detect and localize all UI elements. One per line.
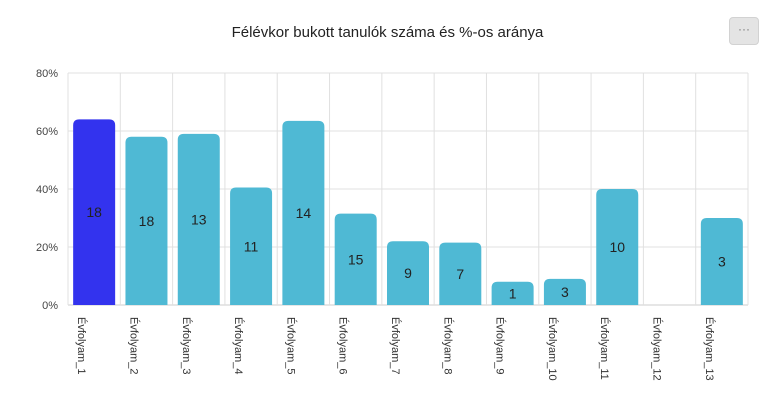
x-tick-label: Évfolyam_7 — [389, 317, 402, 374]
more-icon: ··· — [738, 22, 750, 36]
chart-title: Félévkor bukott tanulók száma és %-os ar… — [231, 24, 544, 41]
x-tick-label: Évfolyam_11 — [598, 317, 611, 380]
bar — [491, 281, 534, 305]
data-label: 13 — [191, 211, 207, 227]
data-label: 14 — [296, 205, 312, 221]
bar — [543, 278, 586, 305]
y-tick-label: 80% — [36, 68, 58, 80]
x-tick-label: Évfolyam_6 — [337, 317, 350, 374]
bar — [230, 187, 273, 305]
bar — [700, 218, 743, 305]
x-tick-label: Évfolyam_12 — [651, 317, 664, 381]
x-tick-label: Évfolyam_2 — [127, 317, 140, 374]
data-label: 3 — [718, 254, 726, 270]
bar — [334, 213, 377, 305]
x-tick-label: Évfolyam_13 — [703, 317, 716, 381]
y-tick-label: 0% — [42, 300, 58, 312]
data-label: 11 — [244, 238, 259, 254]
bar — [282, 120, 325, 305]
bar — [177, 133, 220, 305]
x-tick-label: Évfolyam_3 — [180, 317, 193, 374]
y-tick-label: 40% — [36, 184, 58, 196]
bar — [596, 189, 639, 305]
x-tick-label: Évfolyam_10 — [546, 317, 559, 381]
data-label: 3 — [561, 284, 569, 300]
y-tick-label: 20% — [36, 242, 58, 254]
data-label: 18 — [86, 204, 102, 220]
x-tick-label: Évfolyam_9 — [494, 317, 507, 374]
data-label: 10 — [609, 239, 625, 255]
bar — [73, 119, 116, 306]
bar — [125, 136, 168, 305]
data-label: 7 — [456, 266, 464, 282]
data-label: 1 — [509, 285, 517, 301]
x-tick-label: Évfolyam_8 — [441, 317, 454, 374]
y-tick-label: 60% — [36, 126, 58, 138]
data-label: 15 — [348, 251, 364, 267]
x-tick-label: Évfolyam_4 — [232, 317, 245, 374]
bar — [439, 242, 482, 305]
chart-menu-button[interactable]: ··· — [729, 17, 759, 45]
data-label: 18 — [139, 213, 155, 229]
bar — [387, 241, 429, 305]
data-label: 9 — [404, 265, 412, 281]
x-tick-label: Évfolyam_1 — [75, 317, 88, 374]
x-tick-label: Évfolyam_5 — [284, 317, 297, 374]
